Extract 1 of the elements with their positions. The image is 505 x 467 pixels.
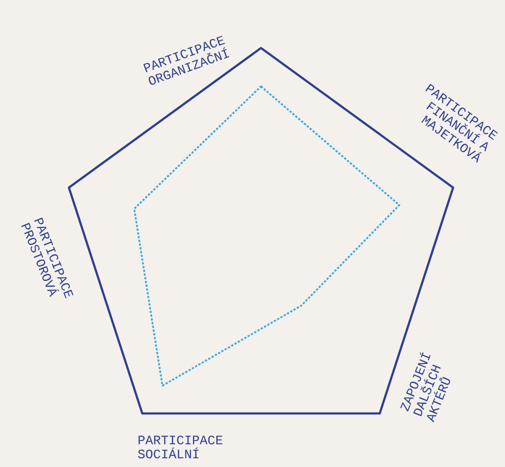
spoke-label: PARTICIPACE SOCIÁLNÍ: [138, 436, 222, 458]
